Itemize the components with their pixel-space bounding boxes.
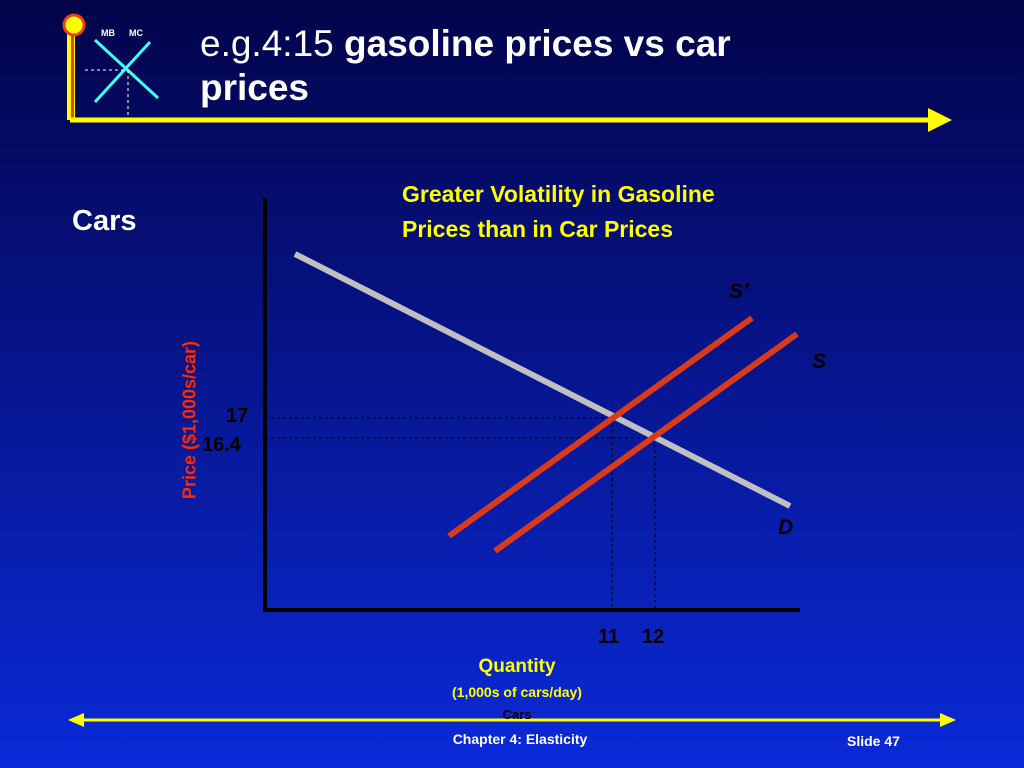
x-axis-units: (1,000s of cars/day) [452,684,582,700]
slide-title: e.g.4:15 gasoline prices vs car prices [200,22,840,110]
demand-label: D [778,516,794,539]
panel-label: Cars [72,205,137,237]
logo-mc-label: MC [129,28,143,38]
x-axis-label: Quantity [478,656,556,677]
logo-mb-label: MB [101,28,115,38]
y-axis-label: Price ($1,000s/car) [179,340,200,500]
y-tick-16-4: 16.4 [202,434,241,456]
demand-curve [293,251,792,509]
supply-shifted-label: S’ [729,280,749,303]
footer-arrow [68,713,956,727]
supply-curve [493,331,799,554]
x-tick-11: 11 [598,626,620,648]
reference-lines [265,417,656,610]
supply-shifted-curve [447,315,754,539]
y-tick-17: 17 [226,405,249,427]
header-arrow [70,108,952,132]
title-prefix: e.g.4:15 [200,23,345,64]
supply-label: S [812,350,827,373]
slide-number: Slide 47 [847,733,900,749]
mb-mc-logo [62,13,160,120]
volatility-note: Greater Volatility in Gasoline Prices th… [402,181,715,242]
title-main: gasoline prices vs car prices [200,23,731,108]
chapter-footer: Chapter 4: Elasticity [452,731,588,747]
diagram-axes [263,198,800,612]
x-tick-12: 12 [642,626,665,648]
x-axis-sub: Cars [502,707,532,722]
